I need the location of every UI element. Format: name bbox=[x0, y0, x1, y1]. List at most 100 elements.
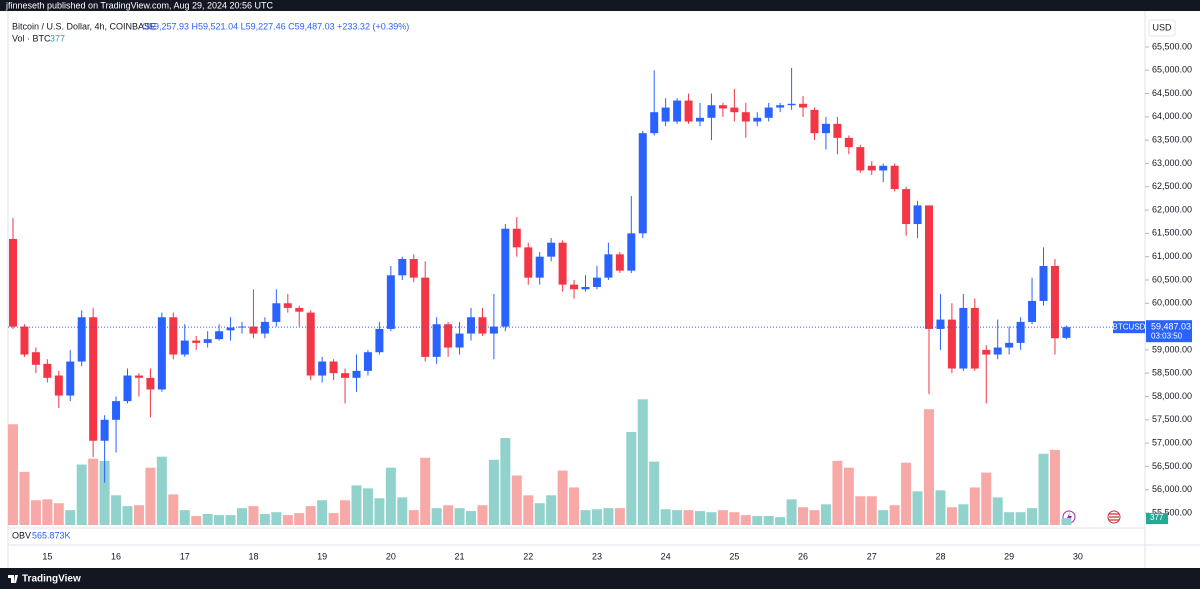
candle-body bbox=[352, 370, 361, 378]
volume-bar bbox=[866, 496, 877, 525]
volume-bar bbox=[889, 505, 900, 525]
volume-bar bbox=[775, 517, 786, 525]
currency[interactable]: USD bbox=[1152, 22, 1172, 32]
candle-body bbox=[203, 339, 212, 343]
volume-bar bbox=[454, 508, 465, 525]
candle-body bbox=[146, 377, 155, 390]
x-tick-label: 21 bbox=[455, 551, 465, 561]
volume-box bbox=[1146, 513, 1168, 525]
volume-bar bbox=[614, 508, 625, 525]
volume-bar bbox=[798, 507, 809, 525]
top-bar bbox=[0, 0, 1200, 11]
volume-bar bbox=[695, 511, 705, 525]
volume-bar bbox=[65, 510, 76, 525]
candle-body bbox=[535, 256, 544, 278]
x-tick-label: 16 bbox=[111, 551, 121, 561]
volume-bar bbox=[122, 506, 133, 525]
volume-badge: 377 bbox=[1150, 513, 1164, 522]
candle-body bbox=[673, 100, 682, 122]
candle-body bbox=[707, 105, 716, 118]
candle-body bbox=[524, 247, 533, 278]
x-tick-label: 15 bbox=[42, 551, 52, 561]
volume-bar bbox=[1015, 512, 1026, 525]
volume-bar bbox=[19, 471, 30, 525]
currency-box[interactable] bbox=[1148, 19, 1176, 37]
volume-bar bbox=[237, 508, 247, 525]
volume-bar bbox=[1004, 512, 1015, 525]
volume-bar bbox=[603, 508, 614, 525]
volume-bar bbox=[706, 512, 717, 525]
bottom-bar bbox=[0, 568, 1200, 589]
y-tick-label: 64,500.00 bbox=[1152, 88, 1192, 98]
x-tick-label: 22 bbox=[523, 551, 533, 561]
candle-body bbox=[982, 349, 991, 355]
volume-bar bbox=[145, 467, 156, 525]
volume-bar bbox=[557, 470, 568, 525]
candle-body bbox=[444, 324, 453, 348]
volume-bar bbox=[1061, 518, 1072, 525]
volume-bar bbox=[431, 508, 442, 525]
x-tick-label: 18 bbox=[248, 551, 258, 561]
volume-bar bbox=[855, 496, 866, 525]
volume-bar bbox=[649, 461, 660, 525]
candle-body bbox=[54, 375, 63, 396]
ohlc-legend: O59,257.93 H59,521.04 L59,227.46 C59,487… bbox=[142, 21, 409, 31]
candle-body bbox=[123, 375, 132, 402]
volume-bar bbox=[99, 460, 110, 525]
volume-bar bbox=[843, 467, 854, 525]
countdown-label: 03:03:50 bbox=[1151, 331, 1183, 340]
candle-body bbox=[215, 331, 224, 340]
x-tick-label: 23 bbox=[592, 551, 602, 561]
candle-body bbox=[386, 275, 395, 329]
volume-bar bbox=[168, 494, 179, 525]
candle-body bbox=[638, 133, 647, 234]
candle-body bbox=[260, 321, 269, 334]
brand: TradingView bbox=[22, 574, 81, 585]
volume-bar bbox=[111, 495, 122, 525]
volume-bar bbox=[42, 499, 53, 525]
obv-name: OBV bbox=[12, 530, 31, 540]
volume-bar bbox=[305, 506, 316, 525]
candle-body bbox=[363, 352, 372, 371]
volume-bar bbox=[294, 513, 305, 525]
candle-body bbox=[913, 205, 922, 225]
candle-body bbox=[936, 319, 945, 329]
y-tick-label: 64,000.00 bbox=[1152, 111, 1192, 121]
volume-bar bbox=[202, 514, 213, 525]
candle-body bbox=[1005, 342, 1014, 348]
volume-bar bbox=[156, 456, 167, 525]
x-tick-label: 30 bbox=[1073, 551, 1083, 561]
candle-body bbox=[844, 137, 853, 148]
volume-bar bbox=[511, 475, 522, 525]
candle-body bbox=[684, 100, 693, 122]
price-axis: 55,500.00 56,000.00 56,500.00 57,000.00 57,5… bbox=[1145, 41, 1192, 517]
volume-bar bbox=[832, 460, 843, 525]
volume-bar bbox=[179, 510, 190, 525]
volume-bar bbox=[729, 512, 740, 525]
candle-body bbox=[1062, 327, 1071, 338]
candle-body bbox=[856, 147, 865, 171]
volume-last: 377 bbox=[50, 33, 65, 43]
candle-body bbox=[867, 165, 876, 171]
volume-bar bbox=[763, 516, 774, 525]
volume-bar bbox=[992, 497, 1003, 525]
volume-bar bbox=[500, 437, 511, 525]
volume-bar bbox=[683, 510, 694, 525]
candle-body bbox=[787, 103, 796, 106]
volume-bars bbox=[8, 399, 1072, 525]
volume-bar bbox=[317, 500, 328, 525]
candle-body bbox=[558, 242, 567, 285]
candle-body bbox=[833, 123, 842, 138]
candle-body bbox=[295, 307, 304, 312]
volume-bar bbox=[408, 510, 419, 525]
x-tick-label: 28 bbox=[935, 551, 945, 561]
volume-bar bbox=[248, 506, 259, 525]
y-tick-label: 58,500.00 bbox=[1152, 368, 1192, 378]
volume-bar bbox=[397, 497, 408, 525]
y-tick-label: 59,000.00 bbox=[1152, 344, 1192, 354]
volume-bar bbox=[569, 487, 580, 525]
volume-bar bbox=[786, 499, 797, 525]
volume-bar bbox=[340, 500, 351, 525]
candle-body bbox=[615, 254, 624, 271]
candle-body bbox=[650, 112, 659, 134]
